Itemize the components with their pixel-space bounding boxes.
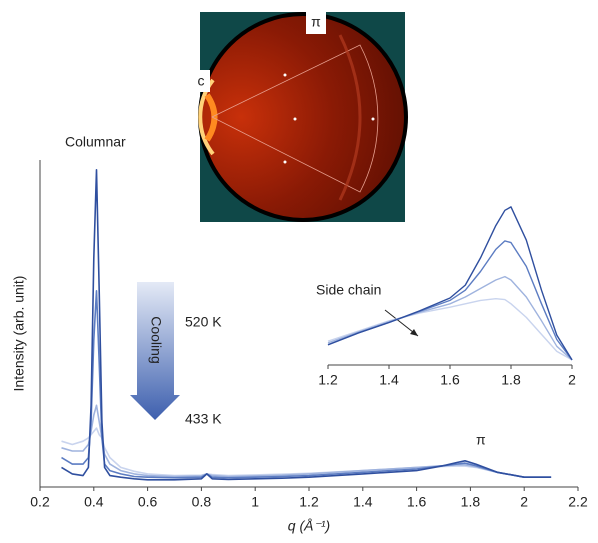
x-tick-label: 0.2 [30,494,50,510]
x-tick-label: 1.6 [407,494,427,510]
detector-image: c π [192,12,408,222]
annotation-arrowhead [410,329,418,336]
x-tick-label: 0.4 [84,494,104,510]
x-tick-label: 1 [251,494,259,510]
x-tick-label: 0.8 [192,494,212,510]
data-line [61,290,552,479]
image-label: c [198,73,205,89]
x-tick-label: 1.2 [299,494,319,510]
annotation: Side chain [316,282,381,298]
x-tick-label: 1.2 [318,372,338,388]
x-tick-label: 1.8 [501,372,521,388]
y-axis-label: Intensity (arb. unit) [11,276,27,392]
x-tick-label: 1.6 [440,372,460,388]
x-tick-label: 2.2 [568,494,588,510]
image-label: π [311,14,321,30]
cooling-arrow [130,282,180,420]
x-tick-label: 1.8 [461,494,481,510]
data-line [327,206,573,361]
x-tick-label: 1.4 [353,494,373,510]
x-tick-label: 0.6 [138,494,158,510]
x-axis-label: q (Å⁻¹) [288,518,330,534]
data-line [61,169,552,481]
annotation: π [476,432,486,448]
data-line [327,240,573,361]
annotation: Columnar [65,134,126,150]
annotation: Cooling [148,316,164,363]
annotation: 520 K [185,314,222,330]
x-tick-label: 2 [520,494,528,510]
x-tick-label: 2 [568,372,576,388]
x-tick-label: 1.4 [379,372,399,388]
annotation: 433 K [185,411,222,427]
